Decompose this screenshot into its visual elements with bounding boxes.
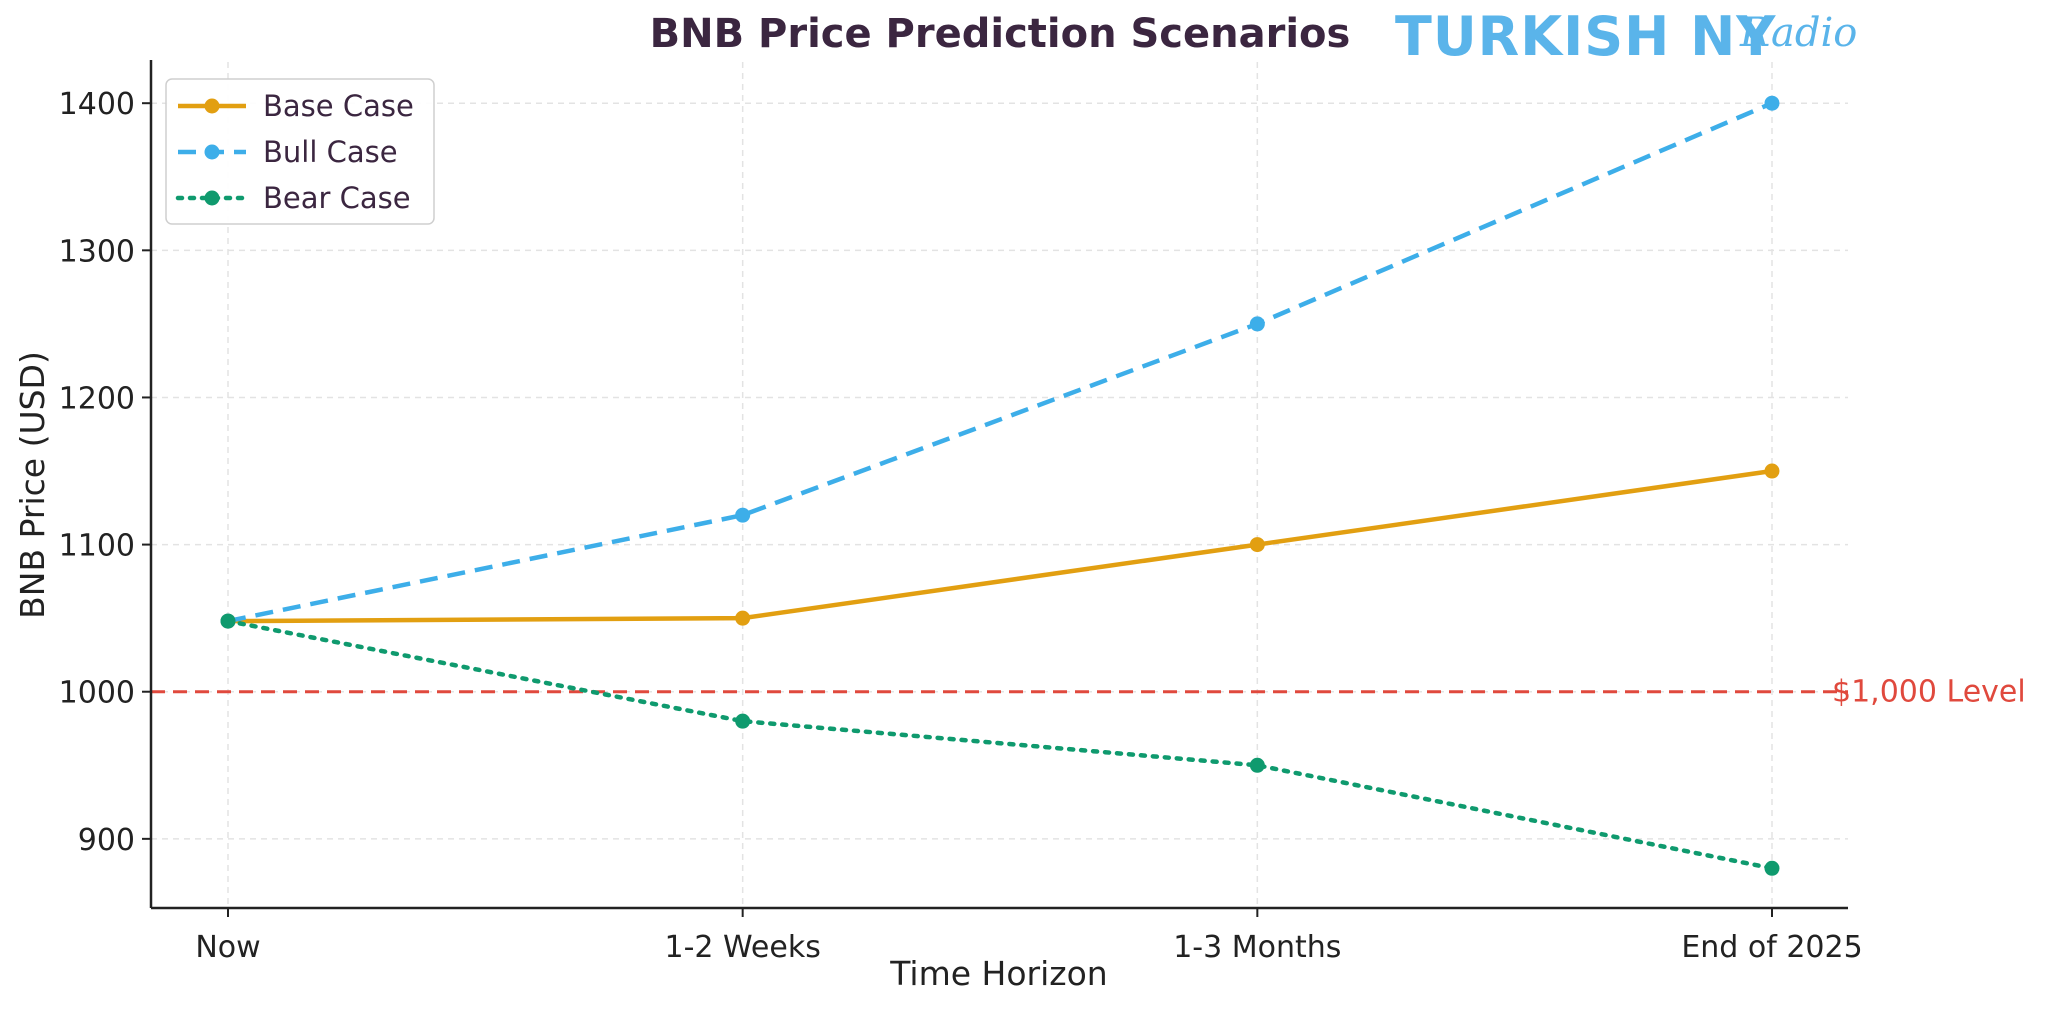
x-axis-label: Time Horizon xyxy=(889,954,1107,993)
series-line-base-case xyxy=(227,468,1773,624)
y-tick-label: 1000 xyxy=(59,676,135,711)
y-tick-label: 1100 xyxy=(59,529,135,564)
series-group xyxy=(220,95,1780,876)
legend-label: Bear Case xyxy=(263,181,411,215)
legend-label: Bull Case xyxy=(263,135,398,169)
legend-box xyxy=(165,78,435,225)
data-point xyxy=(1764,463,1780,479)
brand-logo: TURKISH NY Radio xyxy=(1395,5,1857,68)
tick-labels: 900 1000 1100 1200 1300 1400 Now 1-2 Weeks 1-3 M… xyxy=(59,87,1863,965)
legend-label: Base Case xyxy=(263,89,414,123)
chart-title: BNB Price Prediction Scenarios xyxy=(650,11,1351,57)
reference-line-group: $1,000 Level xyxy=(151,675,2026,710)
x-tick-label: 1-3 Months xyxy=(1173,930,1341,965)
y-tick-label: 1400 xyxy=(59,87,135,122)
x-tick-label: Now xyxy=(195,930,260,965)
axes xyxy=(142,60,1848,917)
data-point xyxy=(220,613,236,629)
data-point xyxy=(735,713,751,729)
reference-line-label: $1,000 Level xyxy=(1832,675,2026,710)
legend-swatch-marker xyxy=(204,190,220,206)
data-point xyxy=(1249,757,1265,773)
series-line-bear-case xyxy=(225,618,1775,871)
legend-swatch-marker xyxy=(204,98,220,114)
data-point xyxy=(1764,860,1780,876)
logo-wordmark: TURKISH NY xyxy=(1395,5,1777,68)
y-tick-label: 900 xyxy=(78,823,135,858)
logo-script: Radio xyxy=(1740,10,1858,56)
y-tick-label: 1200 xyxy=(59,381,135,416)
data-point xyxy=(735,507,751,523)
y-tick-label: 1300 xyxy=(59,234,135,269)
data-point xyxy=(1249,537,1265,553)
legend-swatch-marker xyxy=(204,144,220,160)
x-tick-label: End of 2025 xyxy=(1681,930,1862,965)
x-tick-label: 1-2 Weeks xyxy=(664,930,820,965)
series-line-bull-case xyxy=(227,101,1773,624)
legend: Base Case Bull Case Bear Case xyxy=(165,78,435,225)
data-point xyxy=(1249,316,1265,332)
y-axis-label: BNB Price (USD) xyxy=(13,351,52,619)
data-point xyxy=(1764,95,1780,111)
data-point xyxy=(735,610,751,626)
